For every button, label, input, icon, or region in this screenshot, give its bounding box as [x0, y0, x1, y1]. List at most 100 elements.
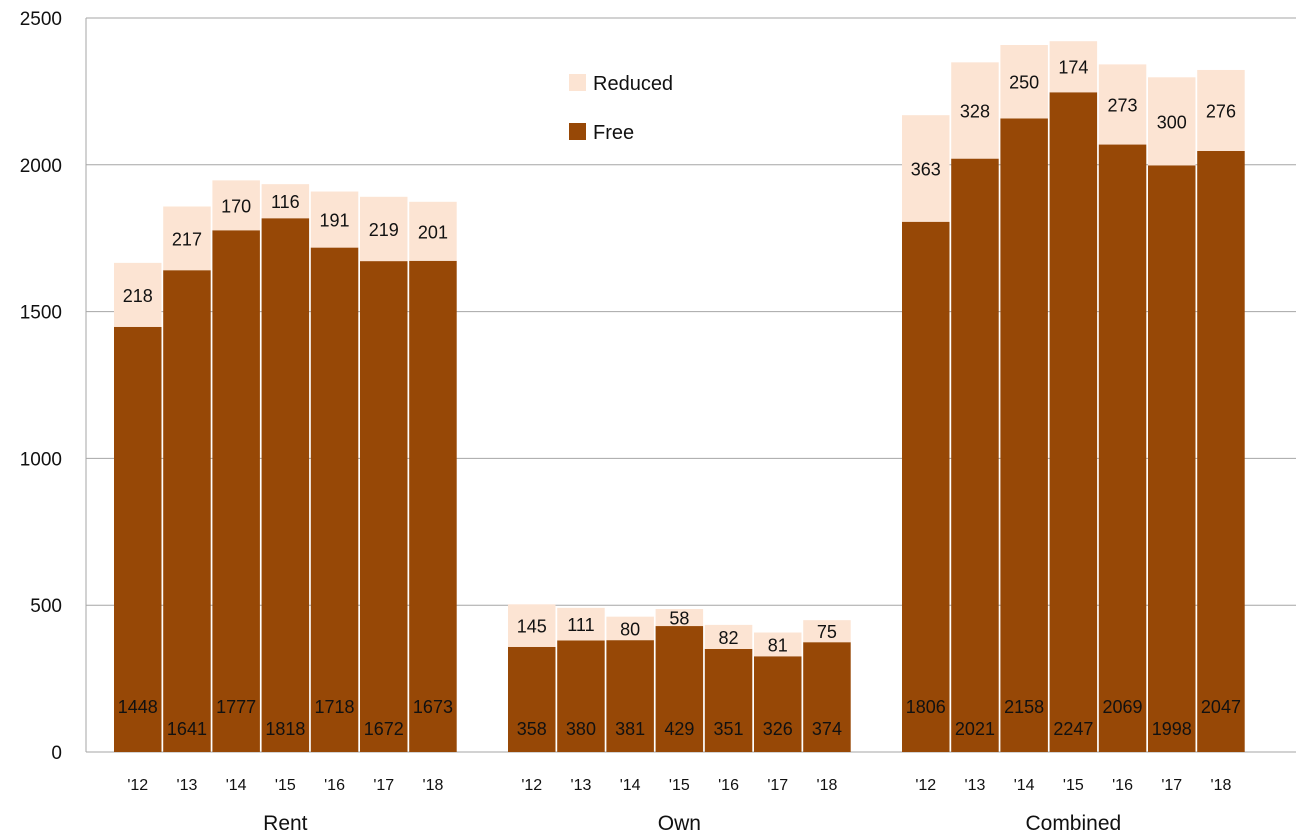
bar-reduced [1098, 64, 1147, 145]
x-tick-label: '16 [1112, 777, 1133, 794]
bar-reduced [902, 115, 950, 222]
data-label-reduced: 273 [1108, 95, 1138, 115]
x-tick-label: '17 [1161, 777, 1182, 794]
bar-reduced [606, 616, 654, 641]
bar-free [803, 642, 851, 752]
legend-label-reduced: Reduced [593, 73, 673, 95]
data-label-free: 2069 [1103, 697, 1143, 717]
bar-free [1148, 165, 1196, 752]
x-tick-label: '15 [669, 777, 690, 794]
data-label-reduced: 300 [1157, 112, 1187, 132]
bar-free [1049, 92, 1098, 752]
x-tick-label: '12 [127, 777, 148, 794]
bar-free [1000, 118, 1048, 753]
group-label: Combined [1025, 812, 1121, 834]
bar-free [261, 218, 310, 752]
x-tick-label: '13 [177, 777, 198, 794]
bar-free [163, 270, 211, 752]
bar-free [212, 230, 260, 752]
bar-free [409, 260, 457, 752]
data-label-reduced: 218 [123, 286, 153, 306]
bar-reduced [803, 620, 851, 643]
data-label-reduced: 219 [369, 220, 399, 240]
bar-reduced [655, 609, 704, 627]
bar-free [1098, 144, 1147, 752]
bar-reduced [951, 62, 999, 159]
data-label-free: 358 [517, 719, 547, 739]
data-label-free: 1806 [906, 697, 946, 717]
data-label-reduced: 174 [1058, 58, 1088, 78]
bar-reduced [409, 201, 457, 261]
data-label-free: 1998 [1152, 719, 1192, 739]
data-label-reduced: 81 [768, 635, 788, 655]
x-tick-label: '18 [817, 777, 838, 794]
bar-free [508, 646, 556, 752]
x-tick-label: '14 [226, 777, 247, 794]
bar-reduced [508, 604, 556, 647]
data-label-free: 1818 [265, 719, 305, 739]
data-label-free: 381 [615, 719, 645, 739]
data-label-reduced: 58 [669, 609, 689, 629]
bar-free [360, 261, 408, 752]
data-label-reduced: 111 [567, 615, 594, 635]
data-label-free: 380 [566, 719, 596, 739]
y-tick-label: 2500 [20, 9, 62, 30]
y-tick-label: 0 [51, 743, 62, 764]
data-label-free: 326 [763, 719, 793, 739]
bar-free [655, 626, 704, 752]
data-label-reduced: 328 [960, 101, 990, 121]
data-label-free: 429 [664, 719, 694, 739]
x-tick-label: '16 [718, 777, 739, 794]
y-tick-label: 2000 [20, 156, 62, 177]
bar-reduced [1049, 41, 1098, 93]
bar-reduced [557, 607, 605, 641]
bar-free [951, 158, 999, 752]
bar-reduced [1000, 45, 1048, 119]
data-label-free: 1718 [315, 697, 355, 717]
data-label-reduced: 170 [221, 196, 251, 216]
legend-swatch-reduced [569, 74, 586, 91]
data-label-reduced: 145 [517, 617, 547, 637]
data-label-reduced: 363 [911, 159, 941, 179]
y-tick-label: 1000 [20, 449, 62, 470]
x-tick-label: '13 [571, 777, 592, 794]
bar-free [704, 648, 753, 752]
x-tick-label: '13 [965, 777, 986, 794]
x-tick-label: '14 [620, 777, 641, 794]
bar-free [606, 640, 654, 752]
data-label-free: 351 [714, 719, 744, 739]
x-axis: '12 '13 '14 '15 '16 '17 '18 Rent '12 '13 '14 '15 '16… [127, 777, 1231, 834]
y-tick-label: 1500 [20, 303, 62, 324]
x-tick-label: '12 [521, 777, 542, 794]
y-tick-label: 500 [30, 596, 62, 617]
x-tick-label: '15 [1063, 777, 1084, 794]
bar-reduced [360, 196, 408, 262]
data-label-reduced: 276 [1206, 101, 1236, 121]
data-label-free: 2247 [1053, 719, 1093, 739]
x-tick-label: '18 [1211, 777, 1232, 794]
data-label-free: 2047 [1201, 697, 1241, 717]
x-tick-label: '14 [1014, 777, 1035, 794]
legend-swatch-free [569, 123, 586, 140]
legend-label-free: Free [593, 122, 634, 144]
bar-reduced [212, 180, 260, 231]
bar-reduced [261, 184, 310, 219]
x-tick-label: '18 [423, 777, 444, 794]
bars [114, 41, 1245, 753]
data-label-reduced: 82 [719, 628, 739, 648]
data-label-free: 1777 [216, 697, 256, 717]
x-tick-label: '17 [373, 777, 394, 794]
bar-reduced [310, 191, 359, 248]
x-tick-label: '17 [767, 777, 788, 794]
group-label: Rent [263, 812, 308, 834]
bar-reduced [704, 624, 753, 649]
data-label-reduced: 250 [1009, 73, 1039, 93]
bar-free [114, 326, 162, 752]
bar-free [310, 247, 359, 752]
data-label-free: 1448 [118, 697, 158, 717]
data-label-free: 1641 [167, 719, 207, 739]
data-label-free: 2158 [1004, 697, 1044, 717]
data-label-free: 374 [812, 719, 842, 739]
data-label-reduced: 201 [418, 222, 448, 242]
